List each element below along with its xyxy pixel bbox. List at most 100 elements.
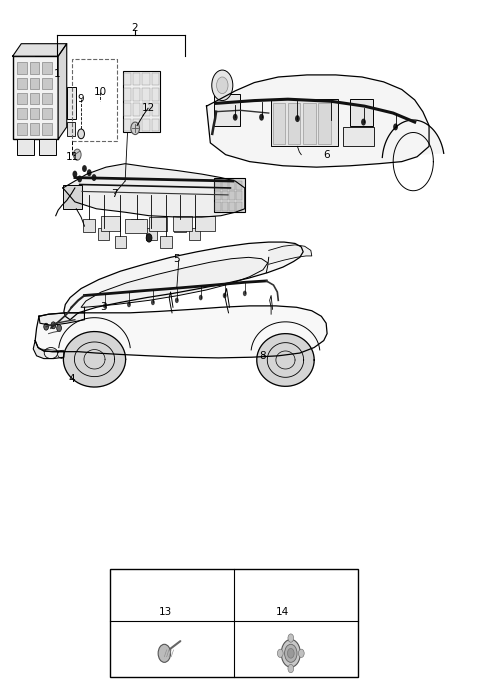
Bar [42,124,52,135]
Text: 3: 3 [100,302,107,312]
Circle shape [87,170,92,176]
Text: 6: 6 [323,149,329,160]
Bar [132,219,143,231]
Bar [222,181,228,190]
Text: 14: 14 [276,607,289,617]
Bar [17,93,27,104]
Bar [229,202,235,211]
Circle shape [57,325,61,332]
Bar [67,88,76,119]
Bar [149,217,167,231]
Bar [288,103,300,145]
Ellipse shape [44,348,58,359]
Text: 7: 7 [111,188,118,199]
Bar [101,215,120,231]
Bar [67,122,75,136]
Bar [236,181,242,190]
Circle shape [216,77,228,94]
Text: 4: 4 [68,375,75,384]
Circle shape [77,175,82,182]
Bar [319,103,331,145]
Bar [124,104,131,116]
Bar [173,215,192,231]
Polygon shape [206,75,429,167]
Bar [30,63,39,74]
Circle shape [288,634,294,642]
Bar [133,104,141,116]
Bar [152,88,159,101]
Circle shape [199,295,203,300]
Circle shape [361,119,366,126]
Circle shape [288,648,294,658]
Circle shape [243,291,247,296]
Text: 1: 1 [54,69,60,79]
Bar [42,108,52,120]
Circle shape [51,322,56,329]
Polygon shape [39,313,84,325]
Bar [17,140,34,155]
Circle shape [212,70,233,101]
Bar [152,104,159,116]
Circle shape [73,149,81,161]
Polygon shape [64,242,303,320]
Bar [42,78,52,89]
Bar [273,103,285,145]
Bar [143,119,150,131]
Bar [17,108,27,120]
Polygon shape [33,341,64,359]
Bar [84,219,95,231]
Bar [30,93,39,104]
Circle shape [92,174,96,181]
Circle shape [277,649,283,657]
Bar [222,191,228,200]
Polygon shape [257,334,314,386]
Circle shape [285,644,297,662]
Bar [133,119,141,131]
Bar [115,236,126,248]
Bar [125,219,147,233]
Bar [215,181,221,190]
Circle shape [158,644,170,662]
Bar [110,569,358,677]
Bar [214,177,245,212]
Bar [30,108,39,120]
Bar [146,227,157,240]
Circle shape [259,114,264,121]
Bar [133,88,141,101]
Bar [98,227,109,240]
Polygon shape [81,257,268,307]
Text: 11: 11 [66,152,79,162]
Bar [236,202,242,211]
Circle shape [299,649,304,657]
Bar [229,181,235,190]
Polygon shape [63,164,245,217]
Bar [124,119,131,131]
Ellipse shape [58,350,68,359]
Bar [12,56,58,140]
Bar [350,99,373,126]
Bar [63,184,82,208]
Bar [214,95,240,126]
Bar [152,73,159,85]
Circle shape [233,114,238,121]
Bar [303,103,316,145]
Polygon shape [63,332,126,387]
Bar [194,215,215,231]
Bar [143,88,150,101]
Bar [42,63,52,74]
Bar [222,202,228,211]
Bar [123,72,160,133]
Bar [124,88,131,101]
Text: 10: 10 [94,88,107,97]
Circle shape [295,115,300,122]
Bar [215,202,221,211]
Circle shape [82,165,87,172]
Polygon shape [382,120,444,158]
Polygon shape [12,44,67,56]
Text: 12: 12 [142,103,155,113]
Bar [215,191,221,200]
Circle shape [288,664,294,673]
Circle shape [127,302,131,307]
Bar [30,124,39,135]
Circle shape [151,300,155,305]
